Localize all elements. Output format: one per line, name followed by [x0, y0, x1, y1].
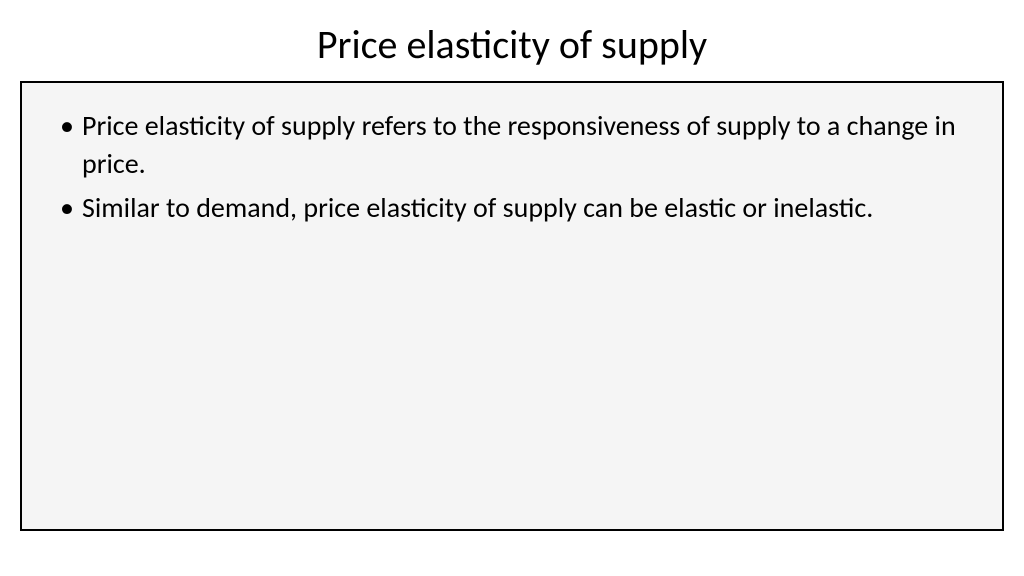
bullet-item: Price elasticity of supply refers to the… [54, 107, 970, 183]
slide-title: Price elasticity of supply [20, 20, 1004, 69]
content-box: Price elasticity of supply refers to the… [20, 81, 1004, 531]
bullet-list: Price elasticity of supply refers to the… [54, 107, 970, 226]
bullet-item: Similar to demand, price elasticity of s… [54, 189, 970, 227]
